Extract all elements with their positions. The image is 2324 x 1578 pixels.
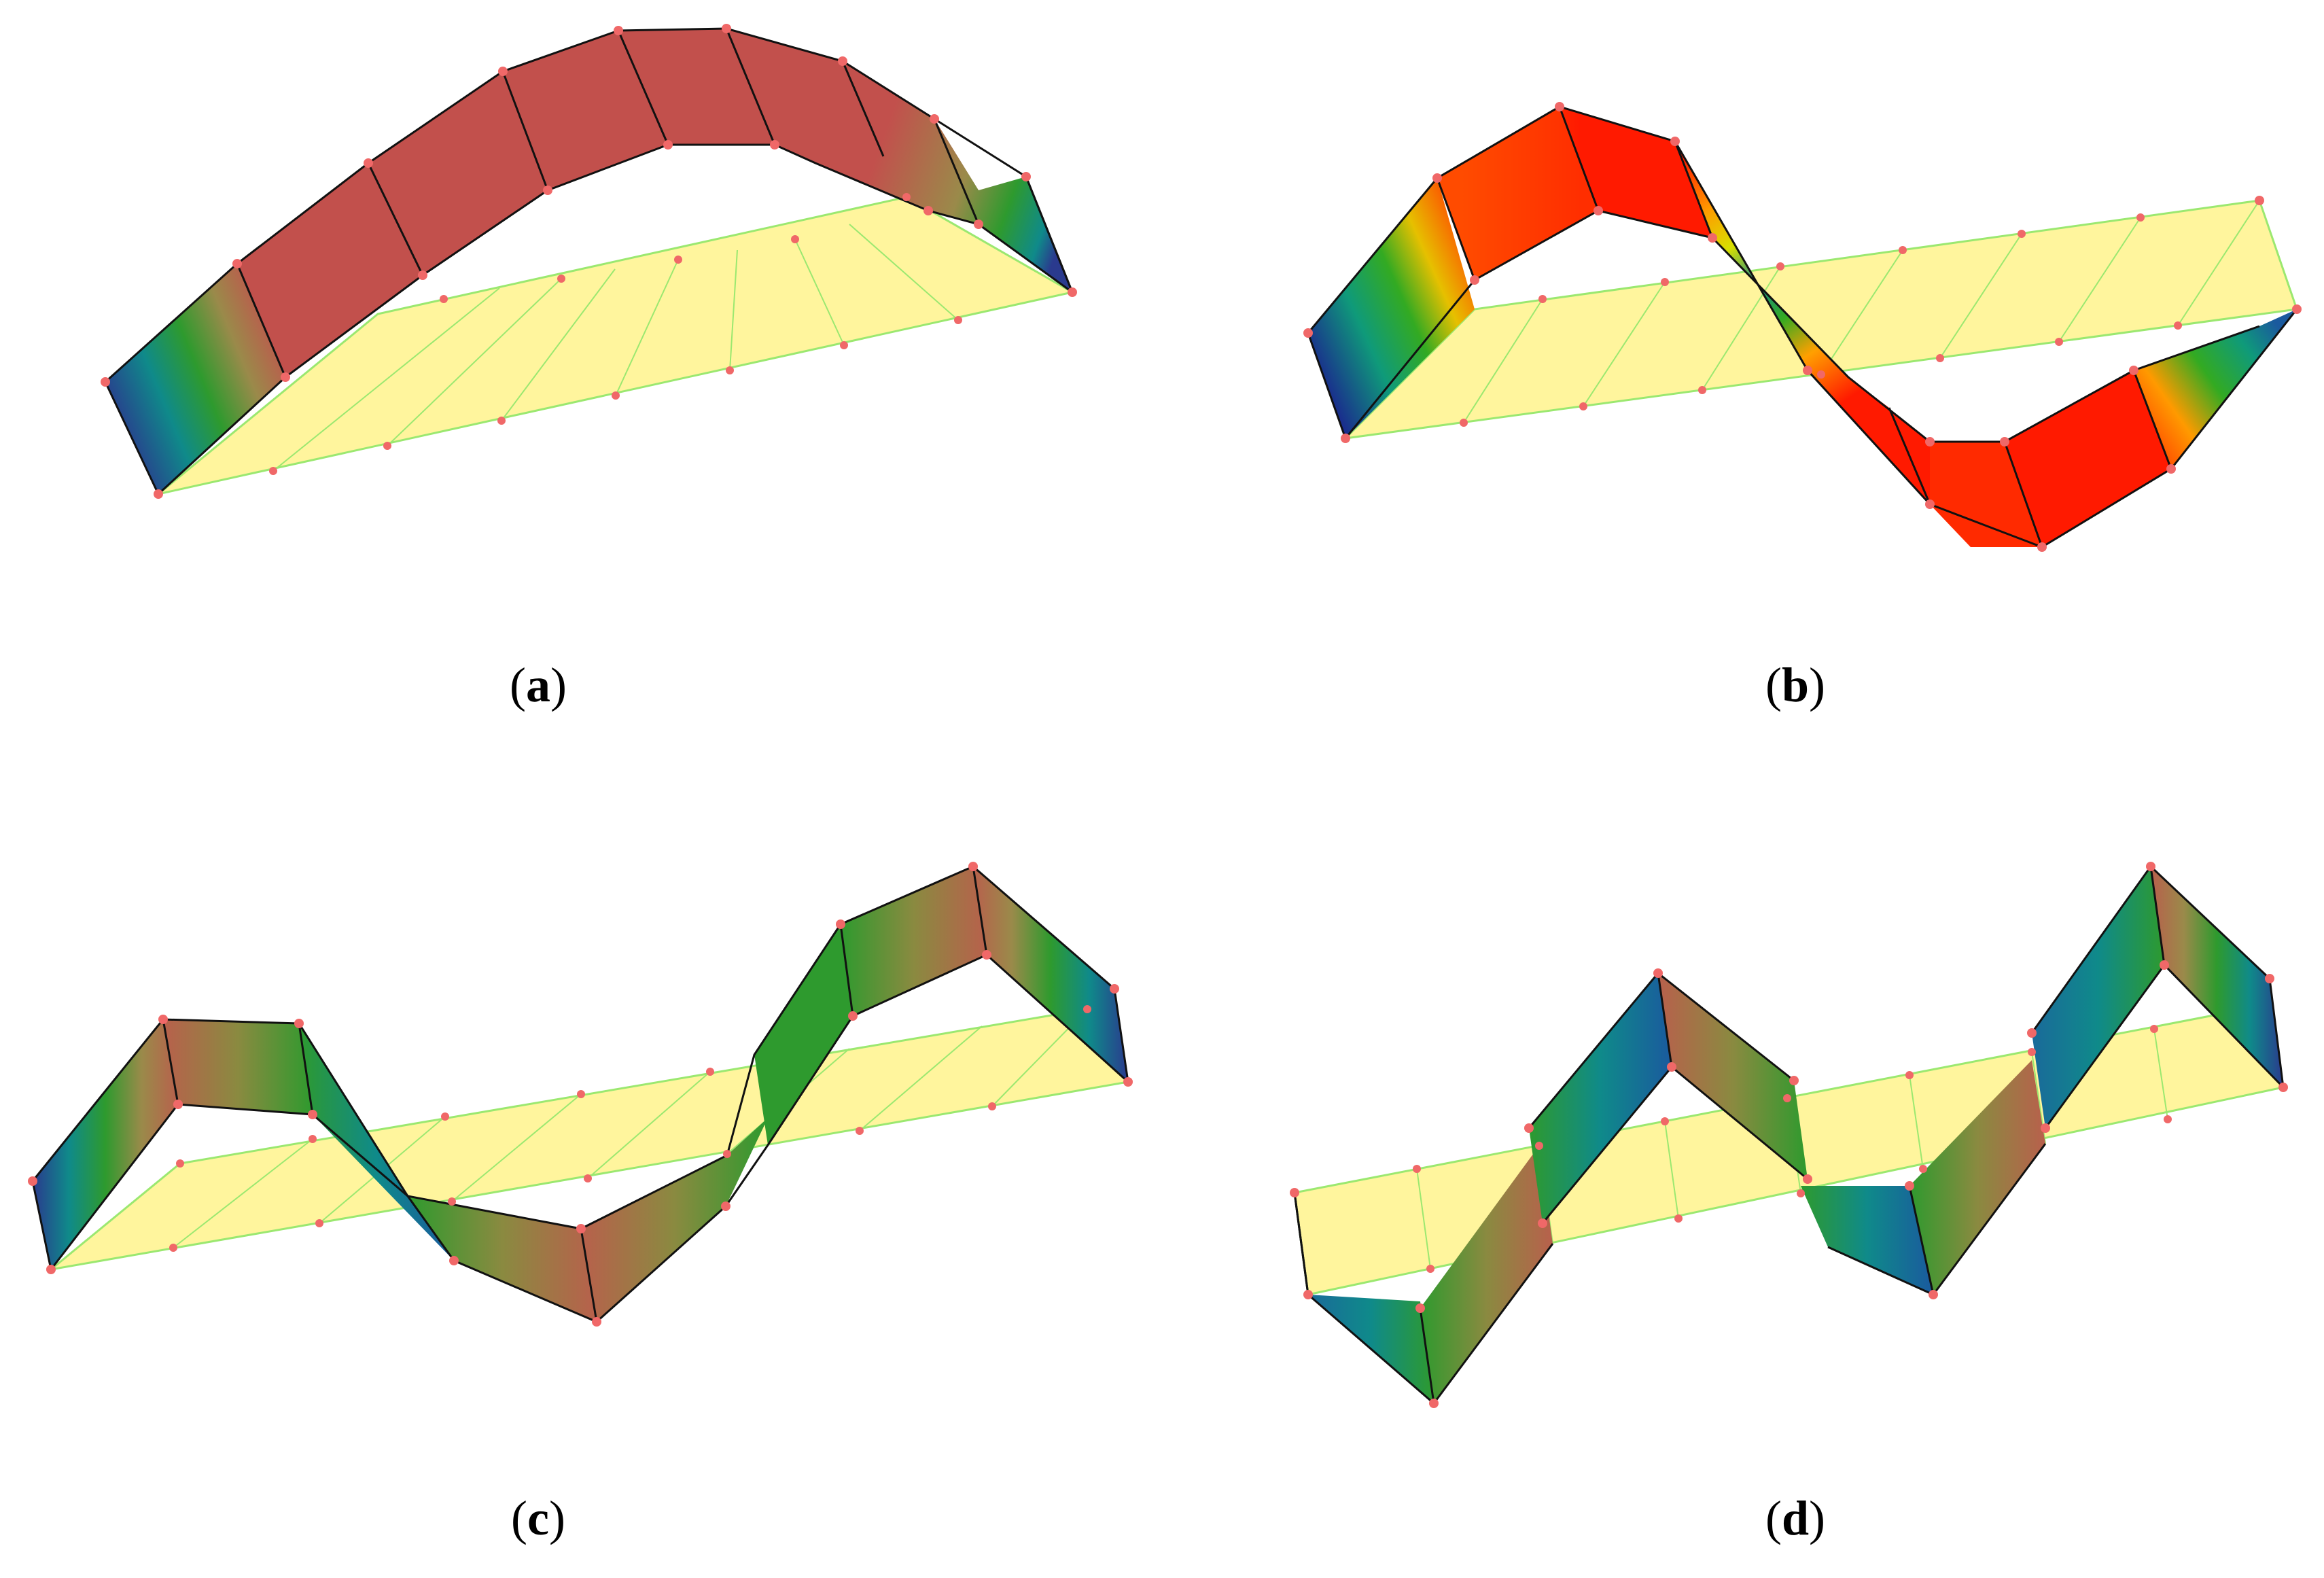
panel-a-label: a [526,658,550,712]
panel-a-structure [101,24,1077,499]
panel-c-fold-8 [973,866,1128,1082]
panel-b-flat-grid [1463,200,2260,423]
panel-d-nodes [1290,862,2288,1408]
panel-a-fold-edges [104,27,1074,495]
panel-c-fold-2 [163,1019,313,1115]
panel-d-fold-3 [1420,1146,1553,1403]
panel-c-structure [28,862,1133,1327]
panel-a-fold-crown [237,29,979,377]
panel-c-fold-1 [33,1019,178,1269]
panel-c-fold-7 [841,866,987,1016]
panel-d-fold-9 [2151,866,2283,1087]
panel-b-structure [1303,102,2302,552]
panel-c-fold-6 [754,924,853,1145]
panel-a-fold-right [815,61,1072,292]
panel-a-nodes [101,24,1077,499]
panel-d-structure [1290,862,2288,1408]
panel-d-fold-8 [2032,866,2164,1128]
panel-b-fold-descent [1675,141,1971,547]
panel-b-caption: (b) [1765,658,1825,712]
panel-b-fold-left [1308,178,1475,438]
panel-a-flat-grid [272,224,959,472]
panel-d-caption: (d) [1765,1491,1825,1545]
panel-a-caption: (a) [510,658,567,712]
panel-d-fold-6 [1801,1186,1933,1295]
panel-b-fold-crest-top [1437,107,1598,280]
panel-c-caption: (c) [511,1491,565,1545]
panel-c-fold-4 [408,1196,597,1322]
panel-d-label: d [1781,1491,1810,1545]
panel-c-label: c [527,1491,549,1545]
panel-c-fold-5 [581,1118,768,1322]
panel-d-fold-4 [1529,973,1672,1223]
panel-b-nodes [1303,102,2302,552]
panel-b-fold-right [2134,309,2297,469]
panel-c-nodes [28,862,1133,1327]
panel-d-fold-5 [1658,973,1808,1179]
panel-d-fold-7 [1909,1060,2045,1295]
panel-a-fold-left [105,264,285,494]
panel-b-label: b [1781,658,1810,712]
